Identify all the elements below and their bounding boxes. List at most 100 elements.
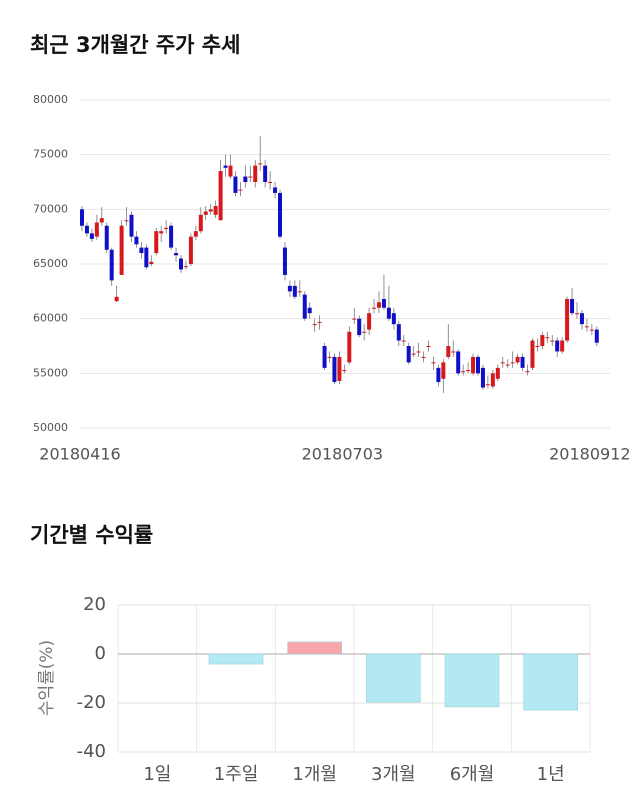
candle-body [560, 340, 565, 352]
candle-body [579, 313, 584, 325]
candle-body [515, 356, 520, 363]
candle-body [555, 340, 560, 352]
candle-body [530, 340, 535, 368]
candle-body [441, 362, 446, 379]
candle-body [347, 331, 352, 363]
candle-body [565, 298, 570, 341]
x-tick-label: 3개월 [371, 764, 416, 785]
candle-body [550, 340, 555, 342]
y-tick-label: 65000 [33, 257, 68, 270]
candle-body [164, 227, 169, 230]
candle-body [139, 247, 144, 254]
candle-body [575, 313, 579, 315]
candle-body [268, 182, 273, 183]
candle-body [119, 225, 124, 275]
candle-body [406, 346, 411, 363]
candle-body [327, 356, 332, 358]
candle-body [263, 165, 268, 182]
bar [444, 653, 500, 708]
candle-body [282, 247, 287, 275]
candle-body [124, 220, 129, 222]
candle-body [213, 206, 218, 215]
candle-body [456, 351, 461, 374]
x-tick-label: 20180703 [302, 445, 383, 464]
candle-body [535, 346, 540, 347]
y-tick-label: 75000 [33, 148, 68, 161]
chart-title: 최근 3개월간 주가 추세 [30, 33, 240, 57]
candle-body [337, 356, 342, 381]
candle-body [401, 340, 406, 342]
y-axis-label: 수익률(%) [37, 640, 57, 716]
candle-body [307, 307, 312, 314]
candle-body [510, 362, 515, 364]
candle-body [198, 214, 203, 232]
y-tick-label: 70000 [33, 202, 68, 215]
candle-body [451, 351, 456, 353]
candle-body [104, 225, 109, 250]
candle-body [386, 307, 391, 319]
candle-body [188, 236, 193, 264]
candle-body [99, 218, 104, 223]
bar [287, 641, 342, 655]
candle-body [570, 298, 575, 314]
candle-body [317, 321, 322, 323]
candle-body [322, 346, 327, 368]
y-tick-label: 50000 [33, 421, 68, 434]
candle-body [416, 351, 421, 353]
candle-body [495, 367, 500, 379]
candle-body [109, 249, 114, 281]
x-tick-label: 1주일 [214, 764, 259, 785]
candle-body [505, 364, 510, 366]
bar [208, 653, 264, 665]
candle-body [461, 371, 466, 373]
candle-body [342, 370, 347, 372]
candle-body [193, 231, 198, 237]
candle-body [134, 236, 139, 245]
y-tick-label: -20 [77, 692, 106, 713]
candle-body [89, 233, 94, 239]
candle-body [302, 294, 307, 319]
candle-body [174, 253, 179, 256]
candle-body [500, 362, 505, 364]
candle-body [520, 356, 525, 368]
candle-body [248, 176, 253, 178]
candle-body [258, 163, 263, 165]
y-tick-label: -40 [77, 741, 106, 762]
candle-body [421, 356, 426, 358]
candle-body [183, 266, 188, 268]
x-tick-label: 20180416 [39, 445, 120, 464]
candle-body [278, 192, 282, 237]
candle-body [431, 362, 436, 364]
candle-body [377, 302, 381, 308]
candle-body [208, 209, 213, 212]
candle-body [144, 247, 149, 268]
candle-body [94, 222, 99, 237]
y-tick-label: 20 [83, 594, 106, 615]
candle-body [471, 356, 476, 374]
x-tick-label: 20180912 [549, 445, 630, 464]
candle-body [84, 225, 89, 234]
x-tick-label: 6개월 [450, 764, 495, 785]
candle-body [218, 171, 223, 221]
candle-body [292, 285, 297, 297]
y-tick-label: 0 [95, 643, 106, 664]
y-tick-label: 60000 [33, 312, 68, 325]
candle-body [149, 261, 154, 264]
candle-body [391, 313, 396, 325]
candle-body [228, 165, 233, 177]
candle-body [525, 371, 530, 373]
candle-body [179, 258, 183, 270]
candle-body [273, 187, 278, 193]
candle-body [312, 324, 317, 326]
candle-body [367, 313, 372, 330]
candle-body [238, 189, 243, 191]
candle-body [159, 231, 164, 234]
candle-body [396, 324, 401, 341]
candle-body [446, 346, 451, 357]
candle-body [129, 214, 134, 237]
candle-body [426, 346, 431, 347]
candle-body [476, 356, 480, 374]
candle-body [154, 231, 159, 254]
candle-body [362, 331, 367, 333]
candle-body [436, 367, 441, 383]
